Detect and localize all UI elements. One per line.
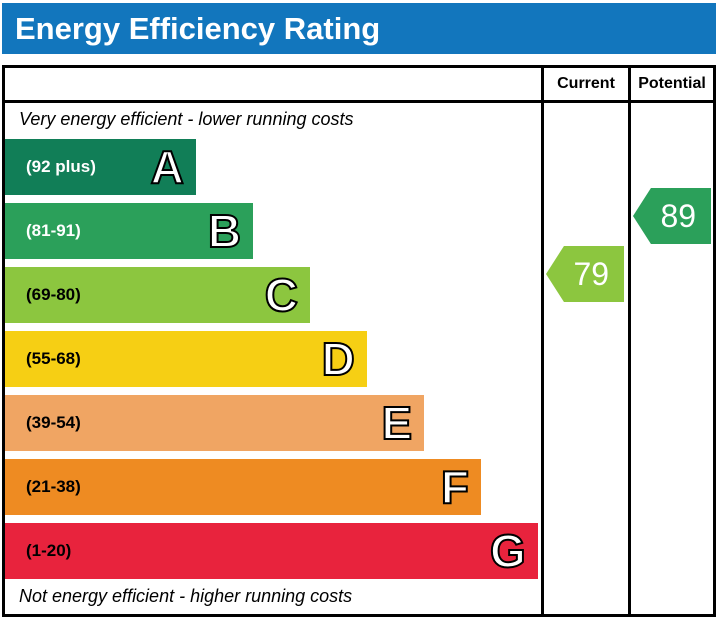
- page-title: Energy Efficiency Rating: [2, 3, 716, 54]
- rating-bands-column: Very energy efficient - lower running co…: [5, 103, 541, 614]
- band-range-label: (92 plus): [26, 157, 96, 176]
- band-e: (39-54) E: [5, 395, 425, 451]
- band-letter: E: [380, 397, 413, 449]
- potential-rating-value: 89: [660, 198, 697, 234]
- top-note: Very energy efficient - lower running co…: [19, 109, 354, 129]
- page-title-text: Energy Efficiency Rating: [15, 10, 381, 46]
- energy-rating-table: Current Potential Very energy efficient …: [2, 65, 716, 617]
- band-range-label: (69-80): [26, 285, 81, 304]
- band-letter: F: [440, 461, 470, 513]
- band-range-label: (81-91): [26, 221, 81, 240]
- band-letter: B: [207, 205, 242, 257]
- current-rating-arrow: 79: [546, 246, 624, 302]
- header-chart-spacer: [5, 68, 541, 103]
- band-range-label: (1-20): [26, 541, 72, 560]
- band-d: (55-68) D: [5, 331, 367, 387]
- band-range-label: (39-54): [26, 413, 81, 432]
- band-letter: A: [150, 141, 185, 193]
- current-rating-column: 79: [541, 103, 628, 614]
- band-f: (21-38) F: [5, 459, 481, 515]
- current-rating-value: 79: [573, 256, 610, 292]
- potential-rating-arrow: 89: [633, 188, 711, 244]
- column-header-current: Current: [541, 68, 628, 103]
- bottom-note: Not energy efficient - higher running co…: [19, 586, 353, 606]
- band-letter: G: [489, 525, 527, 577]
- band-range-label: (21-38): [26, 477, 81, 496]
- potential-rating-column: 89: [628, 103, 713, 614]
- column-header-potential: Potential: [628, 68, 713, 103]
- band-range-label: (55-68): [26, 349, 81, 368]
- band-letter: D: [321, 333, 356, 385]
- band-letter: C: [264, 269, 299, 321]
- band-g: (1-20) G: [5, 523, 538, 579]
- band-a: (92 plus) A: [5, 139, 196, 195]
- band-c: (69-80) C: [5, 267, 310, 323]
- band-b: (81-91) B: [5, 203, 254, 259]
